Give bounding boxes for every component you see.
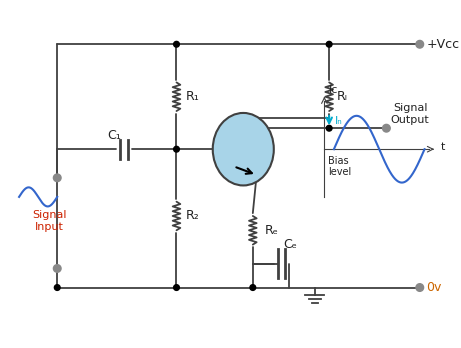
Circle shape [174, 41, 179, 47]
Circle shape [326, 125, 332, 131]
Ellipse shape [213, 113, 274, 185]
Text: R₂: R₂ [186, 209, 200, 222]
Text: Cₑ: Cₑ [284, 238, 297, 251]
Circle shape [416, 284, 424, 291]
Circle shape [326, 41, 332, 47]
Circle shape [53, 174, 61, 182]
Text: 0v: 0v [426, 281, 442, 294]
Text: Iₙ: Iₙ [335, 116, 343, 126]
Text: Bias
level: Bias level [328, 156, 351, 177]
Circle shape [250, 285, 256, 290]
Text: +Vcc: +Vcc [426, 38, 460, 51]
Text: Signal
Input: Signal Input [32, 210, 67, 231]
Text: Signal
Output: Signal Output [391, 103, 430, 125]
Circle shape [54, 285, 60, 290]
Circle shape [174, 285, 179, 290]
Circle shape [53, 264, 61, 272]
Circle shape [174, 146, 179, 152]
Circle shape [383, 124, 390, 132]
Circle shape [416, 40, 424, 48]
Text: Ic: Ic [329, 85, 338, 95]
Text: t: t [441, 142, 445, 152]
Text: R₁: R₁ [186, 90, 200, 103]
Text: C₁: C₁ [107, 129, 121, 142]
Text: Rₑ: Rₑ [264, 224, 278, 237]
Text: Rₗ: Rₗ [337, 90, 348, 103]
